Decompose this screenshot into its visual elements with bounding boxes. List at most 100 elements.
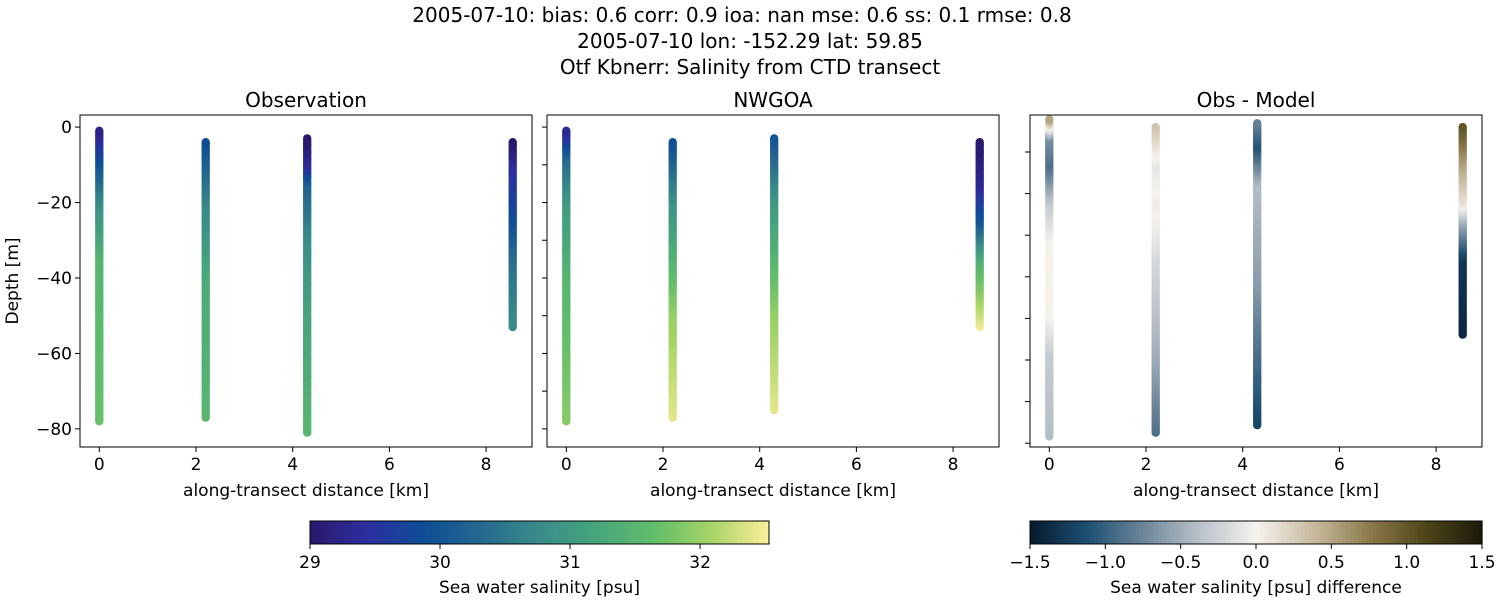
colorbar-segment (1169, 521, 1174, 544)
colorbar-segment (1165, 521, 1170, 544)
colorbar-segment (539, 521, 544, 544)
panel-title: Obs - Model (1197, 88, 1316, 112)
colorbar-segment (550, 521, 556, 544)
colorbar-frame (309, 520, 770, 545)
colorbar-segment (428, 521, 433, 544)
colorbar-segment (1335, 521, 1340, 544)
colorbar-segment (616, 521, 621, 544)
colorbar-segment (585, 521, 590, 544)
colorbar-segment (1331, 521, 1336, 544)
colorbar-segment (1173, 521, 1178, 544)
colorbar-segment (1402, 521, 1408, 544)
colorbar-segment (1161, 521, 1167, 544)
colorbar-segment (1052, 521, 1057, 544)
colorbar-segment (1474, 521, 1479, 544)
colorbar-segment (573, 521, 579, 544)
colorbar-segment (531, 521, 537, 544)
colorbar-segment (397, 521, 403, 544)
colorbar-segment (474, 521, 479, 544)
colorbar-tick-label: 30 (429, 553, 451, 573)
colorbar-segment (669, 521, 674, 544)
colorbar-segment (1433, 521, 1438, 544)
colorbar-segment (635, 521, 640, 544)
colorbar-segment (1369, 521, 1374, 544)
colorbar-segment (401, 521, 407, 544)
colorbar-segment (1267, 521, 1272, 544)
colorbar-segment (1278, 521, 1283, 544)
colorbar-segment (367, 521, 372, 544)
colorbar-segment (1274, 521, 1280, 544)
colorbar-segment (348, 521, 353, 544)
colorbar-segment (570, 521, 575, 544)
colorbar-segment (1440, 521, 1445, 544)
colorbar-segment (516, 521, 521, 544)
colorbar-segment (665, 521, 671, 544)
suptitle-line-3: Otf Kbnerr: Salinity from CTD transect (560, 55, 941, 79)
colorbar-segment (1218, 521, 1223, 544)
colorbar-segment (746, 521, 751, 544)
colorbar-segment (696, 521, 701, 544)
colorbar-segment (1372, 521, 1378, 544)
colorbar-segment (554, 521, 560, 544)
colorbar-segment (313, 521, 319, 544)
colorbar-segment (1112, 521, 1118, 544)
colorbar-segment (726, 521, 732, 544)
colorbar-segment (1459, 521, 1464, 544)
colorbar-tick-label: 31 (559, 553, 581, 573)
data-point (1045, 115, 1054, 124)
colorbar-segment (719, 521, 724, 544)
colorbar-tick-label: 1.5 (1468, 553, 1495, 573)
colorbar-segment (608, 521, 613, 544)
panel-3: Obs - Model 0 2 4 6 8 along-transect distance … (1025, 88, 1483, 501)
colorbar-segment (677, 521, 682, 544)
colorbar-tick-label: −1.0 (1085, 553, 1126, 573)
colorbar-segment (359, 521, 365, 544)
colorbar-segment (738, 521, 743, 544)
panel-1: Observation 0 2 4 6 8 along-transect distance … (3, 88, 533, 501)
colorbar-segment (1365, 521, 1370, 544)
colorbar-segment (489, 521, 495, 544)
colorbar-segment (1259, 521, 1265, 544)
colorbar-segment (1384, 521, 1389, 544)
colorbar-segment (604, 521, 609, 544)
colorbar-label: Sea water salinity [psu] (439, 578, 640, 598)
colorbar-segment (1207, 521, 1212, 544)
colorbar-segment (1199, 521, 1204, 544)
colorbar-segment (1120, 521, 1125, 544)
colorbar-segment (1150, 521, 1155, 544)
colorbar-segment (1436, 521, 1442, 544)
colorbar-segment (1037, 521, 1042, 544)
colorbar-segment (1135, 521, 1140, 544)
colorbar-segment (753, 521, 759, 544)
colorbar-segment (463, 521, 468, 544)
colorbar-segment (711, 521, 717, 544)
colorbar-segment (1188, 521, 1193, 544)
colorbar-segment (742, 521, 747, 544)
colorbar-segment (1225, 521, 1231, 544)
y-tick-label: −80 (36, 420, 72, 440)
colorbar-segment (566, 521, 571, 544)
colorbar-segment (1237, 521, 1242, 544)
colorbar-segment (1067, 521, 1073, 544)
colorbar-tick-label: −1.5 (1009, 553, 1050, 573)
colorbar-segment (1361, 521, 1366, 544)
colorbar-segment (1060, 521, 1065, 544)
colorbar-segment (654, 521, 659, 544)
colorbar-segment (1097, 521, 1103, 544)
colorbar-segment (1376, 521, 1381, 544)
colorbar-segment (1323, 521, 1329, 544)
scatter-points (562, 126, 984, 426)
colorbar-segment (562, 521, 567, 544)
colorbar-segment (524, 521, 529, 544)
colorbar-segment (1210, 521, 1216, 544)
colorbar-segment (1293, 521, 1299, 544)
colorbar-segment (1308, 521, 1314, 544)
colorbar-segment (375, 521, 380, 544)
suptitle-line-2: 2005-07-10 lon: -152.29 lat: 59.85 (577, 29, 923, 53)
colorbar-segment (1176, 521, 1182, 544)
colorbar-tick-label: 29 (299, 553, 321, 573)
colorbar-segment (765, 521, 770, 544)
colorbar-segment (703, 521, 709, 544)
x-axis-label: along-transect distance [km] (1133, 481, 1379, 501)
colorbar-segment (661, 521, 667, 544)
